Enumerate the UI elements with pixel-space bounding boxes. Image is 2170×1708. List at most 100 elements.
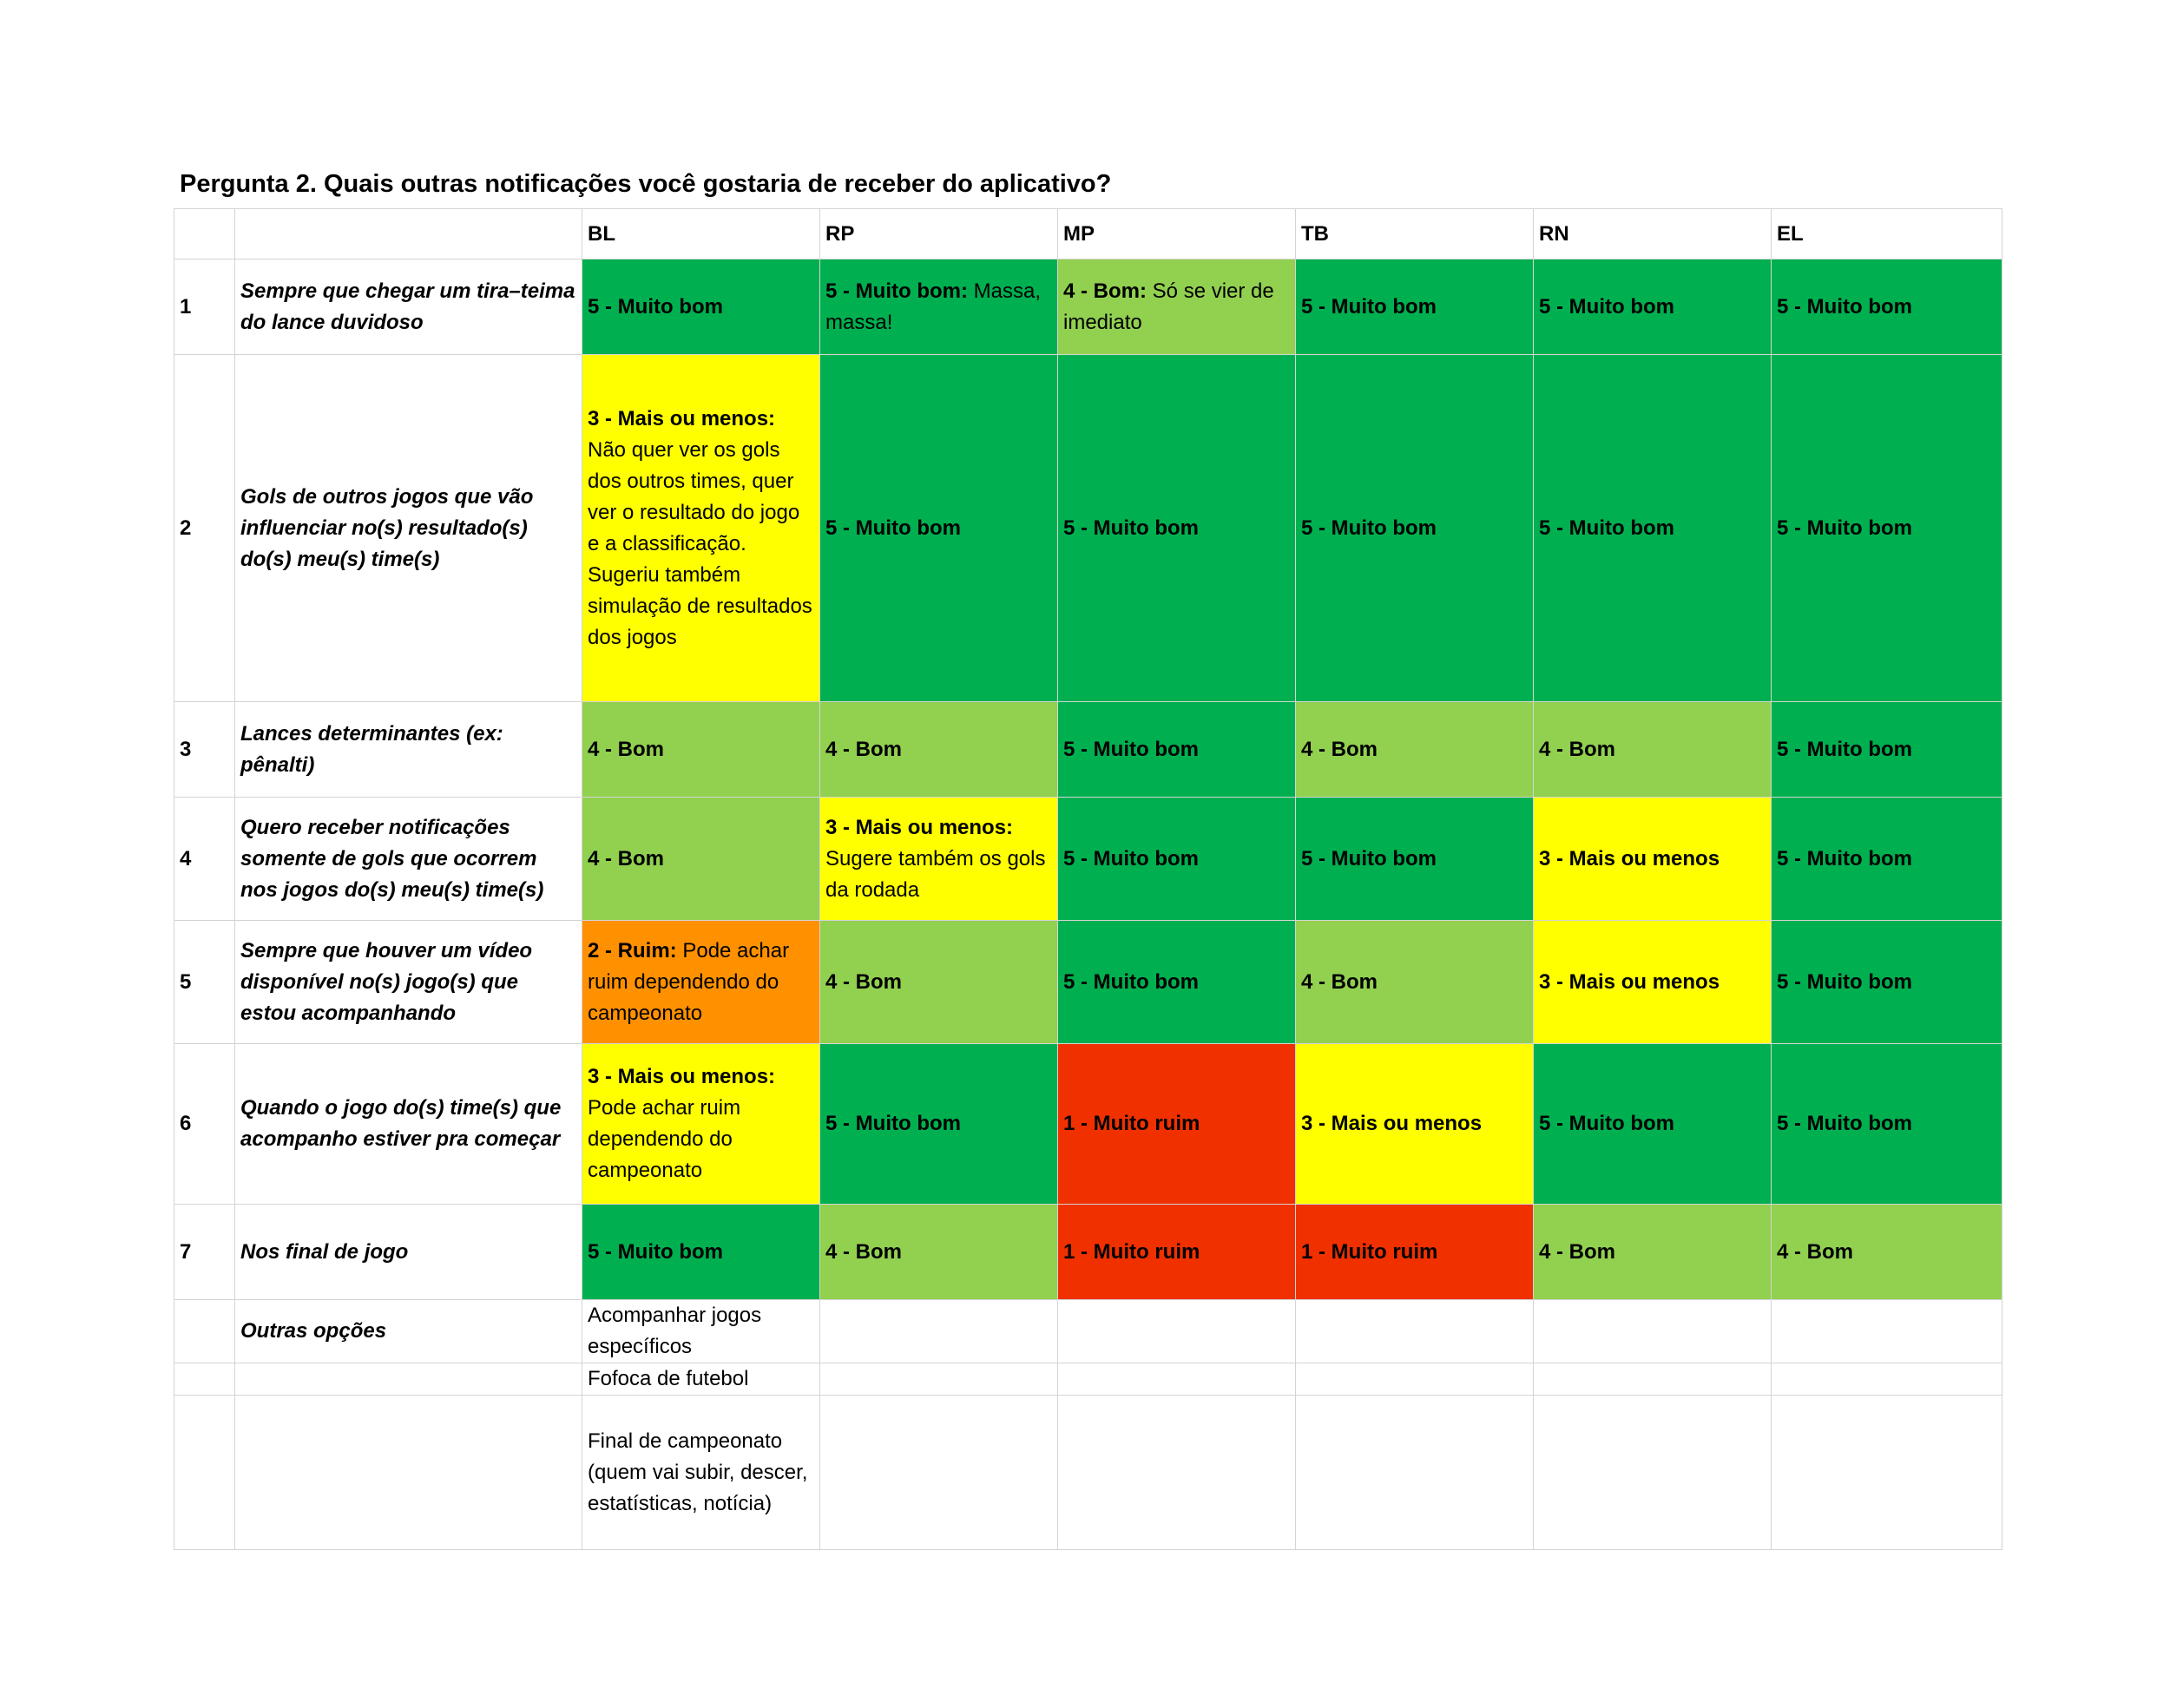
rating-cell-rn: 3 - Mais ou menos xyxy=(1533,797,1772,921)
rating-cell-rn: 5 - Muito bom xyxy=(1533,1043,1772,1205)
rating-comment: Sugere também os gols da rodada xyxy=(825,846,1046,902)
other-option-text: Final de campeonato (quem vai subir, des… xyxy=(582,1395,820,1550)
rating-label: 5 - Muito bom xyxy=(1301,294,1437,319)
rating-label: 4 - Bom xyxy=(1301,737,1378,761)
rating-label: 5 - Muito bom xyxy=(1539,294,1674,319)
rating-label: 5 - Muito bom xyxy=(1301,846,1437,870)
rating-label: 5 - Muito bom xyxy=(1539,516,1674,540)
row-number: 1 xyxy=(174,259,235,355)
rating-cell-el: 4 - Bom xyxy=(1771,1204,2002,1300)
rating-cell-mp: 5 - Muito bom xyxy=(1057,797,1296,921)
header-row: BL RP MP TB RN EL xyxy=(174,208,2002,259)
empty-cell xyxy=(1771,1395,2002,1550)
rating-cell-bl: 4 - Bom xyxy=(582,797,820,921)
empty-cell xyxy=(1057,1395,1296,1550)
empty-cell xyxy=(1295,1299,1534,1363)
rating-label: 1 - Muito ruim xyxy=(1063,1239,1200,1264)
rating-cell-rn: 4 - Bom xyxy=(1533,1204,1772,1300)
other-option-text: Acompanhar jogos específicos xyxy=(582,1299,820,1363)
rating-label: 4 - Bom xyxy=(588,846,665,870)
question-text: Sempre que houver um vídeo disponível no… xyxy=(234,920,582,1044)
rating-label: 5 - Muito bom xyxy=(1539,1112,1674,1135)
column-header-rp: RP xyxy=(819,208,1058,259)
rating-cell-bl: 5 - Muito bom xyxy=(582,1204,820,1300)
rating-cell-bl: 4 - Bom xyxy=(582,701,820,798)
empty-cell xyxy=(1533,1395,1772,1550)
rating-cell-mp: 1 - Muito ruim xyxy=(1057,1043,1296,1205)
rating-label: 4 - Bom xyxy=(825,969,903,994)
row-number: 2 xyxy=(174,354,235,702)
rating-cell-mp: 5 - Muito bom xyxy=(1057,701,1296,798)
rating-cell-tb: 3 - Mais ou menos xyxy=(1295,1043,1534,1205)
rating-cell-rp: 4 - Bom xyxy=(819,1204,1058,1300)
rating-cell-rp: 5 - Muito bom xyxy=(819,354,1058,702)
header-blank-cell xyxy=(174,208,235,259)
empty-cell xyxy=(1295,1363,1534,1396)
rating-comment: Pode achar ruim dependendo do campeonato xyxy=(588,938,790,1025)
rating-cell-tb: 1 - Muito ruim xyxy=(1295,1204,1534,1300)
rating-label: 1 - Muito ruim xyxy=(1063,1112,1200,1135)
rating-cell-el: 5 - Muito bom xyxy=(1771,701,2002,798)
rating-label: 2 - Ruim: xyxy=(588,938,677,962)
row-number: 7 xyxy=(174,1204,235,1300)
empty-cell xyxy=(1057,1363,1296,1396)
rating-cell-el: 5 - Muito bom xyxy=(1771,920,2002,1044)
other-options-row: Fofoca de futebol xyxy=(174,1363,2002,1396)
rating-label: 5 - Muito bom xyxy=(1777,969,1912,994)
rating-cell-bl: 3 - Mais ou menos: Não quer ver os gols … xyxy=(582,354,820,702)
row-number-blank xyxy=(174,1299,235,1363)
empty-cell xyxy=(819,1299,1058,1363)
empty-cell xyxy=(1771,1363,2002,1396)
rating-label: 5 - Muito bom xyxy=(588,1239,723,1264)
question-text: Sempre que chegar um tira–teima do lance… xyxy=(234,259,582,355)
row-number: 6 xyxy=(174,1043,235,1205)
rating-cell-rp: 5 - Muito bom xyxy=(819,1043,1058,1205)
rating-cell-el: 5 - Muito bom xyxy=(1771,259,2002,355)
row-number: 5 xyxy=(174,920,235,1044)
rating-label: 5 - Muito bom xyxy=(1777,1112,1912,1135)
rating-cell-bl: 2 - Ruim: Pode achar ruim dependendo do … xyxy=(582,920,820,1044)
survey-table: BL RP MP TB RN EL 1 Sempre que chegar um tira–t… xyxy=(174,208,2002,1550)
column-header-el: EL xyxy=(1771,208,2002,259)
rating-cell-mp: 4 - Bom: Só se vier de imediato xyxy=(1057,259,1296,355)
column-header-rn: RN xyxy=(1533,208,1772,259)
table-row: 3 Lances determinantes (ex: pênalti) 4 - B… xyxy=(174,701,2002,798)
rating-label: 5 - Muito bom xyxy=(1777,737,1912,761)
question-text: Nos final de jogo xyxy=(234,1204,582,1300)
table-row: 6 Quando o jogo do(s) time(s) que acompan… xyxy=(174,1043,2002,1205)
table-row: 5 Sempre que houver um vídeo disponível n… xyxy=(174,920,2002,1044)
rating-comment: Só se vier de imediato xyxy=(1063,279,1274,334)
rating-cell-tb: 4 - Bom xyxy=(1295,920,1534,1044)
rating-cell-bl: 3 - Mais ou menos: Pode achar ruim depen… xyxy=(582,1043,820,1205)
rating-cell-el: 5 - Muito bom xyxy=(1771,797,2002,921)
rating-label: 4 - Bom xyxy=(1539,737,1616,761)
rating-label: 4 - Bom xyxy=(1777,1239,1854,1264)
other-options-label: Outras opções xyxy=(234,1299,582,1363)
rating-cell-el: 5 - Muito bom xyxy=(1771,354,2002,702)
empty-cell xyxy=(1533,1363,1772,1396)
question-text: Quero receber notificações somente de go… xyxy=(234,797,582,921)
rating-cell-rn: 5 - Muito bom xyxy=(1533,354,1772,702)
rating-cell-rn: 4 - Bom xyxy=(1533,701,1772,798)
rating-cell-rn: 5 - Muito bom xyxy=(1533,259,1772,355)
rating-cell-tb: 5 - Muito bom xyxy=(1295,797,1534,921)
rating-label: 4 - Bom: xyxy=(1063,279,1147,303)
rating-label: 4 - Bom xyxy=(825,737,903,761)
rating-cell-tb: 4 - Bom xyxy=(1295,701,1534,798)
rating-cell-mp: 5 - Muito bom xyxy=(1057,354,1296,702)
rating-label: 3 - Mais ou menos xyxy=(1301,1112,1483,1135)
page-title: Pergunta 2. Quais outras notificações vo… xyxy=(180,170,1112,198)
empty-cell xyxy=(1771,1299,2002,1363)
rating-cell-rn: 3 - Mais ou menos xyxy=(1533,920,1772,1044)
rating-label: 4 - Bom xyxy=(825,1239,903,1264)
other-option-text: Fofoca de futebol xyxy=(582,1363,820,1396)
question-text: Lances determinantes (ex: pênalti) xyxy=(234,701,582,798)
question-text: Gols de outros jogos que vão influenciar… xyxy=(234,354,582,702)
rating-comment: Não quer ver os gols dos outros times, q… xyxy=(588,437,812,649)
row-number: 3 xyxy=(174,701,235,798)
rating-label: 5 - Muito bom xyxy=(825,516,961,540)
table-row: 7 Nos final de jogo 5 - Muito bom 4 - Bom 1 … xyxy=(174,1204,2002,1300)
rating-label: 5 - Muito bom xyxy=(1777,294,1912,319)
rating-label: 5 - Muito bom xyxy=(1063,737,1199,761)
column-header-bl: BL xyxy=(582,208,820,259)
